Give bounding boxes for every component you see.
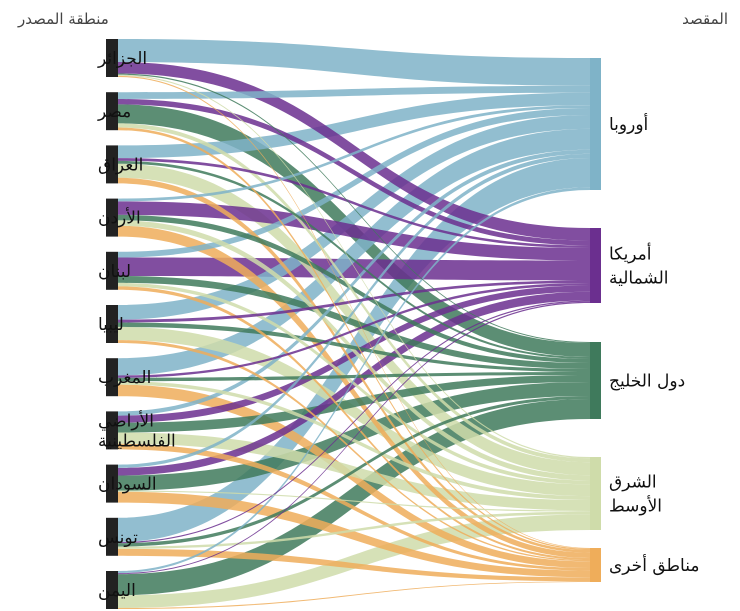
flow-link — [118, 300, 590, 544]
source-label: اليمن — [98, 581, 136, 601]
flow-link — [118, 322, 590, 372]
destination-node — [590, 457, 601, 530]
nodes-layer — [106, 39, 601, 609]
flow-link — [118, 396, 590, 547]
source-label: مصر — [97, 102, 131, 122]
flow-link — [118, 511, 590, 549]
flow-link — [118, 149, 590, 416]
flow-link — [118, 382, 590, 491]
source-node — [106, 198, 118, 237]
flow-link — [118, 340, 590, 562]
labels-layer: الجزائر مصر العراق الأردن لبنان ليبيا المغرب ال… — [97, 49, 699, 601]
destination-label: مناطق أخرى — [609, 554, 699, 576]
source-label: الأراضي الفلسطينية — [98, 410, 176, 451]
flow-link — [118, 128, 590, 376]
destination-label: دول الخليج — [609, 372, 685, 392]
flow-link — [118, 123, 590, 463]
destination-node — [590, 228, 601, 303]
flow-link — [118, 220, 590, 481]
flow-link — [118, 73, 590, 343]
flow-link — [118, 108, 590, 258]
flow-link — [118, 301, 590, 575]
flow-link — [118, 62, 590, 241]
flow-link — [118, 160, 590, 359]
destination-node — [590, 548, 601, 582]
source-node — [106, 411, 118, 450]
flow-link — [118, 177, 590, 553]
destination-header: المقصد — [682, 10, 728, 28]
flow-link — [118, 187, 590, 574]
flow-link — [118, 490, 590, 512]
source-node — [106, 464, 118, 503]
flow-link — [118, 85, 590, 99]
source-label: تونس — [98, 528, 138, 548]
flow-link — [118, 381, 590, 501]
flow-link — [118, 214, 590, 363]
destination-label: أمريكا الشمالية — [609, 243, 669, 289]
source-node — [106, 145, 118, 184]
source-label: ليبيا — [98, 315, 124, 335]
flow-link — [118, 443, 590, 571]
source-label: المغرب — [98, 368, 151, 388]
flow-link — [118, 74, 590, 459]
source-label: السودان — [98, 475, 157, 495]
flow-link — [118, 326, 590, 497]
flow-link — [118, 39, 590, 86]
flow-link — [118, 163, 590, 476]
source-label: الجزائر — [97, 49, 147, 69]
destination-label: أوروبا — [609, 113, 648, 135]
flow-link — [118, 548, 590, 582]
flow-link — [118, 286, 590, 560]
source-node — [106, 39, 118, 77]
source-label: لبنان — [98, 262, 131, 282]
source-node — [106, 305, 118, 343]
flow-link — [118, 114, 590, 320]
flow-link — [118, 282, 590, 485]
flow-link — [118, 98, 590, 246]
source-node — [106, 92, 118, 131]
flow-link — [118, 491, 590, 578]
flow-link — [118, 375, 590, 433]
source-node — [106, 571, 118, 609]
destination-label: الشرق الأوسط — [609, 473, 662, 517]
flows-layer — [118, 39, 590, 609]
source-node — [106, 517, 118, 556]
destination-node — [590, 342, 601, 419]
flow-link — [118, 127, 590, 550]
source-node — [106, 358, 118, 397]
flow-link — [118, 153, 590, 468]
flow-link — [118, 75, 590, 549]
source-node — [106, 251, 118, 290]
flow-link — [118, 158, 590, 248]
flow-link — [118, 285, 590, 423]
flow-link — [118, 105, 590, 202]
flow-link — [118, 92, 590, 159]
flow-link — [118, 372, 590, 382]
flow-link — [118, 280, 590, 323]
destination-node — [590, 58, 601, 190]
flow-link — [118, 275, 590, 369]
source-label: الأردن — [98, 208, 141, 229]
flow-link — [118, 283, 590, 378]
source-header: منطقة المصدر — [18, 10, 109, 28]
flow-link — [118, 581, 590, 609]
flow-link — [118, 399, 590, 596]
flow-link — [118, 201, 590, 261]
flow-link — [118, 225, 590, 558]
source-label: العراق — [98, 155, 143, 175]
